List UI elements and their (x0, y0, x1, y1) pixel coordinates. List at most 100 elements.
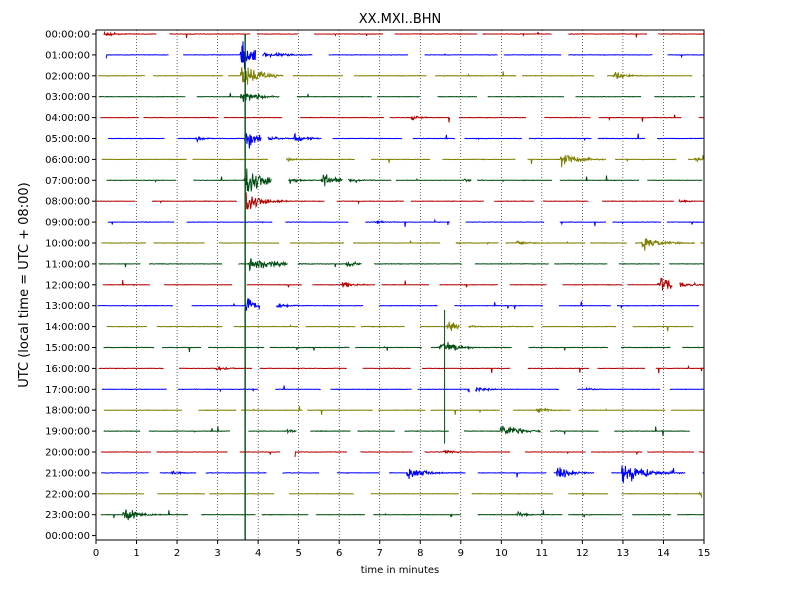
trace-segment (292, 74, 344, 77)
hour-trace (101, 154, 705, 168)
trace-segment (362, 367, 411, 370)
trace-segment (487, 95, 565, 98)
x-tick-label: 8 (417, 548, 423, 559)
trace-segment (568, 492, 609, 497)
trace-segment (355, 345, 422, 351)
trace-segment (442, 158, 516, 161)
trace-segment (388, 468, 466, 480)
x-tick-label: 10 (495, 548, 508, 559)
hour-trace (100, 509, 704, 521)
trace-segment (98, 367, 164, 370)
chart-title: XX.MXI..BHN (359, 12, 442, 27)
trace-segment (464, 137, 523, 141)
trace-segment (597, 133, 646, 140)
y-tick-label: 17:00:00 (45, 385, 90, 396)
hour-trace (103, 405, 704, 415)
trace-segment (527, 367, 590, 373)
y-axis-ticks: 00:00:00 01:00:00 02:00:00 03:00:00 04:00:00… (45, 30, 96, 542)
trace-segment (289, 493, 354, 495)
x-tick-label: 0 (93, 548, 99, 559)
trace-segment (505, 240, 586, 246)
trace-segment (196, 92, 280, 103)
y-tick-label: 01:00:00 (45, 50, 90, 61)
y-tick-label: 00:00:00 (45, 30, 90, 41)
trace-segment (412, 134, 456, 140)
trace-segment (404, 430, 449, 433)
trace-segment (98, 95, 186, 98)
trace-segment (233, 324, 298, 328)
trace-segment (370, 492, 459, 495)
trace-segment (477, 471, 547, 478)
x-tick-label: 9 (458, 548, 464, 559)
trace-segment (577, 386, 661, 391)
trace-segment (312, 281, 376, 288)
trace-segment (598, 114, 682, 122)
y-axis-label: UTC (local time = UTC + 08:00) (17, 182, 32, 387)
trace-segment (157, 493, 205, 495)
y-tick-label: 18:00:00 (45, 406, 90, 417)
hour-trace (100, 114, 704, 123)
trace-segment (285, 221, 349, 224)
trace-segment (245, 192, 325, 210)
trace-segment (647, 451, 695, 453)
trace-segment (559, 221, 606, 227)
y-tick-label: 11:00:00 (45, 259, 90, 270)
trace-segment (430, 409, 501, 415)
trace-segment (286, 156, 356, 162)
trace-segment (192, 158, 268, 161)
trace-segment (365, 218, 450, 227)
trace-segment (373, 512, 461, 518)
trace-segment (288, 174, 343, 187)
trace-segment (148, 426, 231, 433)
trace-segment (590, 451, 643, 455)
hour-trace (97, 491, 703, 498)
hour-trace (98, 364, 705, 374)
hour-trace (103, 425, 690, 437)
trace-segment (289, 242, 344, 244)
trace-segment (627, 277, 673, 291)
hour-trace (96, 192, 704, 210)
trace-segment (336, 200, 404, 205)
trace-segment (395, 177, 472, 183)
trace-segment (439, 283, 498, 288)
trace-segment (589, 242, 627, 244)
trace-segment (106, 325, 148, 328)
trace-segment (578, 408, 666, 412)
trace-segment (542, 200, 589, 202)
trace-segment (193, 168, 272, 192)
trace-segment (420, 321, 461, 331)
x-tick-label: 4 (255, 548, 261, 559)
y-tick-label: 00:00:00 (45, 531, 90, 542)
trace-segment (201, 513, 256, 516)
trace-segment (259, 367, 347, 370)
trace-segment (615, 158, 677, 162)
trace-segment (353, 240, 441, 244)
hour-trace (101, 238, 704, 251)
trace-segment (107, 221, 175, 225)
trace-segment (616, 304, 700, 310)
x-tick-label: 12 (576, 548, 589, 559)
trace-segment (544, 116, 591, 119)
hour-trace (103, 30, 704, 39)
x-tick-label: 2 (174, 548, 180, 559)
y-tick-label: 22:00:00 (45, 489, 90, 500)
x-tick-label: 1 (133, 548, 139, 559)
trace-segment (376, 95, 420, 98)
trace-segment (671, 409, 704, 412)
trace-segment (378, 409, 426, 412)
trace-segment (297, 260, 362, 268)
trace-segment (275, 302, 364, 309)
trace-segment (103, 430, 141, 432)
trace-segment (103, 346, 155, 349)
trace-segment (474, 386, 559, 393)
trace-segment (336, 472, 380, 474)
trace-segment (156, 325, 223, 328)
trace-segment (621, 491, 703, 498)
trace-segment (421, 367, 511, 374)
trace-segment (275, 385, 321, 391)
trace-segment (558, 301, 612, 307)
trace-segment (562, 283, 623, 286)
x-tick-label: 5 (295, 548, 301, 559)
x-tick-label: 3 (214, 548, 220, 559)
